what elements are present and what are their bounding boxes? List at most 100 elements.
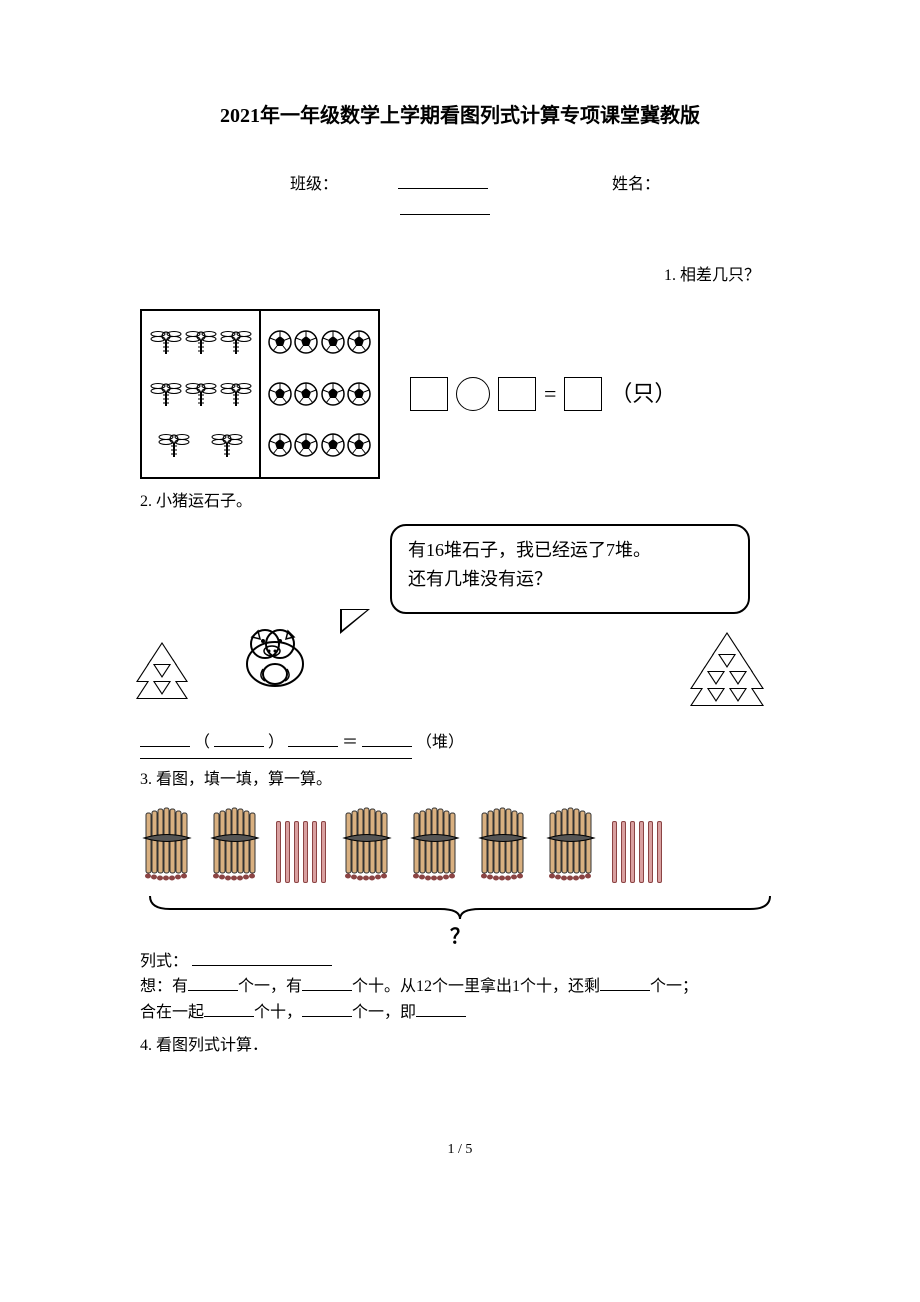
equation-box[interactable] (410, 377, 448, 411)
class-blank[interactable] (398, 173, 488, 189)
loose-sticks (612, 813, 662, 883)
dragonfly-icon (158, 431, 190, 459)
soccer-icon (293, 381, 319, 407)
stick-icon (657, 821, 662, 883)
q4-label: 4. 看图列式计算． (140, 1033, 780, 1059)
stick-icon (612, 821, 617, 883)
stone-icon (160, 678, 186, 698)
blank[interactable] (204, 1001, 254, 1017)
soccer-icon (346, 381, 372, 407)
stick-icon (321, 821, 326, 883)
brace-question-mark: ？ (140, 921, 780, 953)
q2-answer-row: （ ） ＝ （堆） (140, 724, 780, 759)
blank[interactable] (302, 975, 352, 991)
speech-line: 有16堆石子，我已经运了7堆。 (408, 536, 732, 565)
stick-bundle-icon (408, 803, 462, 883)
stick-icon (648, 821, 653, 883)
dragonfly-icon (185, 328, 217, 356)
name-label: 姓名： (612, 176, 660, 193)
stone-pile-left (140, 644, 184, 695)
q2-illustration: 有16堆石子，我已经运了7堆。 还有几堆没有运？ (140, 524, 780, 724)
text: 个十。从12个一里拿出1个十，还剩 (352, 978, 600, 995)
soccer-icon (320, 329, 346, 355)
stick-icon (639, 821, 644, 883)
stick-bundle-icon (208, 803, 262, 883)
text: 合在一起 (140, 1004, 204, 1021)
dragonfly-icon (211, 431, 243, 459)
dragonfly-icon (150, 380, 182, 408)
q1-equation: = （只） (410, 376, 676, 411)
q2-blank[interactable] (140, 731, 190, 747)
q3-label: 3. 看图，填一填，算一算。 (140, 767, 780, 793)
stone-pile-right (694, 634, 760, 702)
soccer-icon (346, 432, 372, 458)
paren-close: ） (268, 734, 284, 751)
equation-box[interactable] (498, 377, 536, 411)
q3-illustration: ？ (140, 803, 780, 941)
stick-bundle-icon (140, 803, 194, 883)
text: 个十， (254, 1004, 302, 1021)
sticks-row (140, 803, 780, 883)
stick-icon (276, 821, 281, 883)
loose-sticks (276, 813, 326, 883)
stick-icon (303, 821, 308, 883)
text: 个一； (650, 978, 698, 995)
text: 个一，有 (238, 978, 302, 995)
q2-blank[interactable] (362, 731, 412, 747)
stick-icon (285, 821, 290, 883)
formula-label: 列式： (140, 953, 188, 970)
stick-icon (621, 821, 626, 883)
blank[interactable] (188, 975, 238, 991)
text: 想：有 (140, 978, 188, 995)
brace-icon (140, 891, 780, 921)
blank[interactable] (416, 1001, 466, 1017)
stick-bundle-icon (340, 803, 394, 883)
soccer-icon (320, 432, 346, 458)
paren-open: （ (194, 734, 210, 751)
stone-icon (736, 685, 762, 705)
soccer-icon (346, 329, 372, 355)
q1-label: 1. 相差几只？ (140, 263, 780, 289)
speech-bubble: 有16堆石子，我已经运了7堆。 还有几堆没有运？ (390, 524, 750, 614)
text: 个一，即 (352, 1004, 416, 1021)
q2-unit: （堆） (416, 734, 464, 751)
soccer-icon (267, 381, 293, 407)
soccer-icon (267, 329, 293, 355)
equation-result-box[interactable] (564, 377, 602, 411)
pig-icon (230, 619, 320, 699)
soccer-icon (267, 432, 293, 458)
stick-bundle-icon (476, 803, 530, 883)
q3-think-line1: 想：有 个一，有 个十。从12个一里拿出1个十，还剩 个一； (140, 974, 780, 1000)
equals: ＝ (342, 734, 358, 751)
name-blank[interactable] (400, 199, 490, 215)
dragonfly-panel (142, 311, 261, 477)
page-title: 2021年一年级数学上学期看图列式计算专项课堂冀教版 (140, 100, 780, 132)
dragonfly-icon (220, 328, 252, 356)
stick-bundle-icon (544, 803, 598, 883)
blank[interactable] (302, 1001, 352, 1017)
dragonfly-icon (220, 380, 252, 408)
q1-content: = （只） (140, 309, 780, 479)
page-footer: 1 / 5 (140, 1139, 780, 1161)
q1-image-panel (140, 309, 380, 479)
soccer-icon (293, 329, 319, 355)
stick-icon (630, 821, 635, 883)
stick-icon (294, 821, 299, 883)
q2-blank[interactable] (214, 731, 264, 747)
class-label: 班级： (290, 176, 338, 193)
equation-operator[interactable] (456, 377, 490, 411)
student-form: 班级： 姓名： (140, 172, 780, 223)
equation-unit: （只） (610, 376, 676, 411)
speech-line: 还有几堆没有运？ (408, 565, 732, 594)
soccer-icon (320, 381, 346, 407)
q2-label: 2. 小猪运石子。 (140, 489, 780, 515)
equals-sign: = (544, 376, 556, 411)
dragonfly-icon (185, 380, 217, 408)
speech-tail (340, 609, 370, 634)
dragonfly-icon (150, 328, 182, 356)
stick-icon (312, 821, 317, 883)
q2-blank[interactable] (288, 731, 338, 747)
soccer-panel (261, 311, 378, 477)
blank[interactable] (600, 975, 650, 991)
soccer-icon (293, 432, 319, 458)
